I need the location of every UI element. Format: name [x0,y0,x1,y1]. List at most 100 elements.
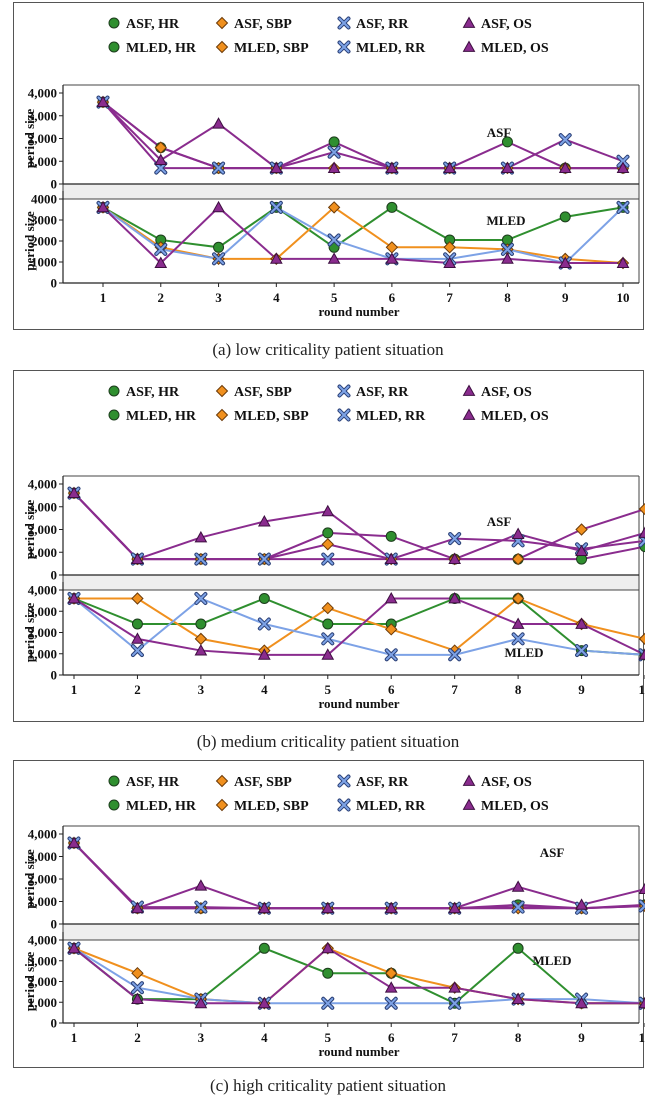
chart-b-bot-ytick-label-3: 3,000 [28,604,57,619]
chart-a-bot-point-rr-5-stroke-d [328,234,340,246]
chart-c-xtick-label-5: 5 [325,1030,332,1045]
chart-b-xtick-label-8: 8 [515,682,522,697]
chart-a-bot-point-rr-8-stroke-d [501,243,513,255]
chart-b-bot-point-rr-4 [257,617,271,631]
chart-b-top-plot: 0 1,000 2,000 3,000 4,000 period size ASF [22,475,645,583]
chart-c-top-point-rr-3 [194,900,208,914]
chart-c-bot-point-os-2 [131,992,144,1005]
chart-c-legend-marker-4 [108,799,120,811]
chart-a-legend-marker-5 [215,40,229,54]
chart-a-xlabel: round number [318,304,399,319]
chart-b-legend-label-7: MLED, OS [481,409,549,424]
chart-c-xtick-label-3: 3 [198,1030,205,1045]
chart-b-xtick-label-1: 1 [71,682,78,697]
chart-a-legend-marker-0 [108,17,120,29]
chart-a-top-point-rr-9-stroke-d [559,134,571,146]
chart-b-top-line-sbp [73,492,645,561]
chart-a-xtick-label-3: 3 [215,290,222,305]
chart-c-legend-label-5: MLED, SBP [234,799,309,814]
chart-a-top-line-rr [102,101,624,170]
chart-c-top-ytick-label-2: 2,000 [28,872,57,887]
chart-b-bot-point-os-2 [131,632,144,644]
chart-c-bot-point-sbp-6 [385,966,398,980]
chart-b-bot-point-rr-3 [194,592,208,605]
chart-c-legend-label-7: MLED, OS [481,799,549,814]
chart-c-bot-ytick-label-3: 3,000 [28,953,57,968]
chart-a-top-point-os-7 [443,161,457,173]
chart-c-top-point-os-10 [638,882,645,895]
chart-a-bot-point-rr-10-stroke-d [617,201,629,213]
chart-c-bot-point-rr-2-stroke-d [131,982,143,994]
chart-c-top-point-os-1 [67,836,81,848]
chart-b-top-point-sbp-5 [321,538,334,551]
chart-b-legend-marker-2-stroke-d [338,385,350,397]
chart-b-bot-point-rr-9 [575,644,589,658]
chart-b-bot-point-sbp-5 [321,601,334,615]
chart-c-bot-point-os-1 [67,941,81,954]
chart-b-legend-marker-6-stroke-d [338,409,350,421]
chart-b-top-point-rr-4-stroke-d [258,553,270,565]
chart-c-bot-point-rr-6 [384,996,398,1010]
chart-c-top-point-os-7 [448,901,462,914]
chart-c-bot-line-os [73,947,645,1005]
chart-c-bot-plot: 0 1,000 2,000 3,000 4,000 period size MLED [22,932,645,1031]
chart-a-legend: ASF, HR ASF, SBP ASF, RR ASF, OS MLED, HR MLE… [108,16,549,56]
chart-a-bot-point-sbp-5 [327,201,341,214]
chart-c-top-point-rr-10 [638,899,645,913]
chart-c-xtick-label-4: 4 [261,1030,268,1045]
chart-a-xtick-label-8: 8 [504,290,511,305]
chart-b-legend-marker-1 [215,384,229,398]
chart-a-xtick-label-4: 4 [273,290,280,305]
chart-a-bot-point-os-2 [154,256,168,268]
chart-a-legend-label-3: ASF, OS [481,17,532,32]
chart-a-top-ytick-label-2: 2,000 [28,131,57,146]
chart-b-bot-line-rr [73,597,645,656]
chart-a-top-point-os-8 [501,161,514,173]
chart-b-top-ytick-label-4: 4,000 [28,477,57,492]
chart-b-bot-point-sbp-8 [511,592,525,605]
chart-a-top-point-rr-2 [154,161,168,175]
chart-b-top-point-sbp-10 [638,502,645,516]
chart-c-legend-label-3: ASF, OS [481,775,532,790]
chart-b-bot-label: MLED [505,645,544,660]
chart-a-bot-point-os-9 [558,256,572,268]
chart-b-top-point-rr-5-stroke-d [322,553,334,565]
chart-c-xtick-label-7: 7 [451,1030,458,1045]
chart-b-xtick-label-6: 6 [388,682,395,697]
chart-c-legend: ASF, HR ASF, SBP ASF, RR ASF, OS MLED, HR MLE… [108,774,549,814]
chart-a-legend-marker-2 [337,16,351,30]
chart-b-top-point-os-7 [448,552,462,564]
chart-b-legend-label-6: MLED, RR [356,409,426,424]
chart-a-top-point-rr-10-stroke-d [617,155,629,167]
chart-b-top-point-os-10 [638,526,645,538]
chart-b-bot-point-rr-5 [321,632,335,646]
chart-c-bot-point-hr-5 [322,967,334,979]
chart-b-bot-point-sbp-6 [385,623,398,636]
chart-a-xtick-label-7: 7 [446,290,453,305]
chart-a-bot-ytick-label-2: 2000 [31,234,57,249]
chart-b-bot-ylabel: period size [22,602,37,662]
chart-a-legend-marker-4 [108,41,120,53]
chart-c-bot-point-rr-2 [130,981,144,995]
caption-a: (a) low criticality patient situation [212,340,444,359]
chart-c-legend-marker-2-stroke-d [338,775,350,787]
chart-a-bot-ytick-label-3: 3000 [31,213,57,228]
chart-b-bot-point-os-8 [511,617,525,629]
chart-c-top-point-os-8 [511,880,525,892]
chart-b-top-point-rr-4 [257,552,271,566]
chart-c-bot-ytick-label-4: 4,000 [28,933,57,948]
chart-b-top-point-hr-6 [385,530,397,542]
chart-c-legend-marker-7 [462,798,476,810]
chart-b-bot-point-os-1 [67,591,81,604]
chart-b-bot-point-sbp-3 [194,632,208,646]
chart-c-top-point-os-4 [257,901,271,914]
chart-a-legend-marker-6-stroke-d [338,41,350,53]
chart-c-top-point-os-9 [575,898,588,910]
chart-a-top-point-hr-8 [501,136,513,148]
chart-c-bot-point-os-10 [638,996,645,1009]
chart-b-xtick-label-2: 2 [134,682,141,697]
chart-b-legend-label-1: ASF, SBP [234,385,292,400]
chart-panel-c: ASF, HR ASF, SBP ASF, RR ASF, OS MLED, HR MLE… [13,760,645,1068]
chart-a-bot-point-sbp-7 [443,241,456,254]
chart-b-xtick-label-10: 10 [639,682,646,697]
